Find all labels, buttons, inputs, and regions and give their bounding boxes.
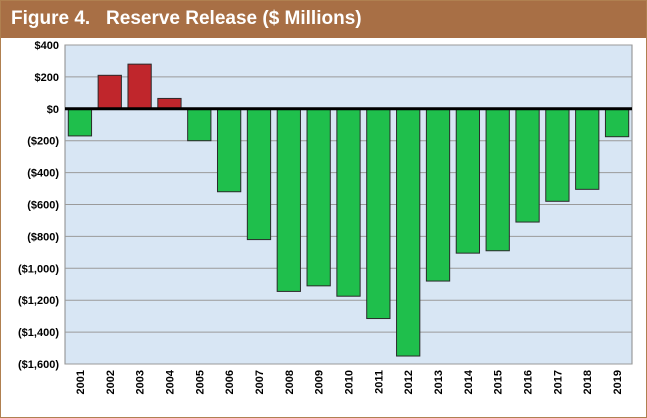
bar-2005 bbox=[187, 108, 212, 142]
y-tick-label: ($1,200) bbox=[18, 295, 59, 307]
y-tick-label: ($1,600) bbox=[18, 359, 59, 371]
bar-2007 bbox=[246, 108, 272, 241]
x-tick-label: 2008 bbox=[284, 370, 296, 394]
x-tick-label: 2007 bbox=[254, 370, 266, 394]
bar-2010 bbox=[336, 108, 361, 297]
x-tick-label: 2016 bbox=[523, 370, 535, 394]
y-tick-label: ($400) bbox=[27, 168, 59, 180]
y-tick-label: $200 bbox=[35, 72, 59, 84]
y-tick-label: ($600) bbox=[27, 200, 59, 212]
bar-2017 bbox=[545, 108, 570, 202]
bar-2003 bbox=[127, 63, 152, 110]
x-tick-label: 2014 bbox=[463, 369, 475, 394]
x-tick-label: 2005 bbox=[194, 370, 206, 394]
x-tick-label: 2010 bbox=[344, 370, 356, 394]
bar-2015 bbox=[485, 108, 510, 252]
bar-2013 bbox=[425, 108, 451, 282]
chart-title: Reserve Release ($ Millions) bbox=[106, 8, 362, 29]
bar-2011 bbox=[366, 108, 391, 320]
y-tick-label: ($800) bbox=[27, 231, 59, 243]
bar-2016 bbox=[515, 108, 540, 223]
bar-2014 bbox=[455, 108, 481, 254]
bar-2001 bbox=[67, 108, 93, 137]
x-tick-label: 2006 bbox=[224, 370, 236, 394]
x-tick-label: 2012 bbox=[403, 370, 415, 394]
figure-header: Figure 4. Reserve Release ($ Millions) bbox=[1, 1, 646, 38]
bar-2002 bbox=[97, 74, 122, 110]
x-tick-label: 2018 bbox=[582, 370, 594, 394]
x-tick-label: 2004 bbox=[164, 369, 176, 394]
y-tick-label: ($200) bbox=[27, 136, 59, 148]
x-tick-label: 2013 bbox=[433, 370, 445, 394]
figure-title: Figure 4. Reserve Release ($ Millions) bbox=[11, 8, 362, 30]
x-tick-label: 2015 bbox=[493, 370, 505, 394]
x-tick-label: 2019 bbox=[612, 370, 624, 394]
bar-2006 bbox=[216, 108, 242, 193]
bar-2009 bbox=[306, 108, 331, 287]
y-tick-label: ($1,000) bbox=[18, 263, 59, 275]
figure-number: Figure 4. bbox=[11, 8, 91, 29]
y-tick-label: $400 bbox=[35, 40, 59, 52]
bar-2004 bbox=[157, 97, 182, 110]
y-tick-label: $0 bbox=[47, 104, 59, 116]
bar-2018 bbox=[575, 108, 600, 190]
x-tick-label: 2001 bbox=[75, 370, 87, 394]
bar-2019 bbox=[604, 108, 630, 138]
x-tick-label: 2017 bbox=[552, 370, 564, 394]
bar-2008 bbox=[276, 108, 301, 292]
x-tick-label: 2002 bbox=[105, 370, 117, 394]
y-tick-label: ($1,400) bbox=[18, 327, 59, 339]
reserve-release-bar-chart: $400 $200 $0 ($200) ($400) ($600) ($800) ($1,00… bbox=[18, 40, 633, 394]
x-tick-label: 2003 bbox=[135, 370, 147, 394]
x-tick-label: 2009 bbox=[314, 370, 326, 394]
bar-2012 bbox=[396, 108, 421, 357]
x-tick-label: 2011 bbox=[373, 370, 385, 394]
